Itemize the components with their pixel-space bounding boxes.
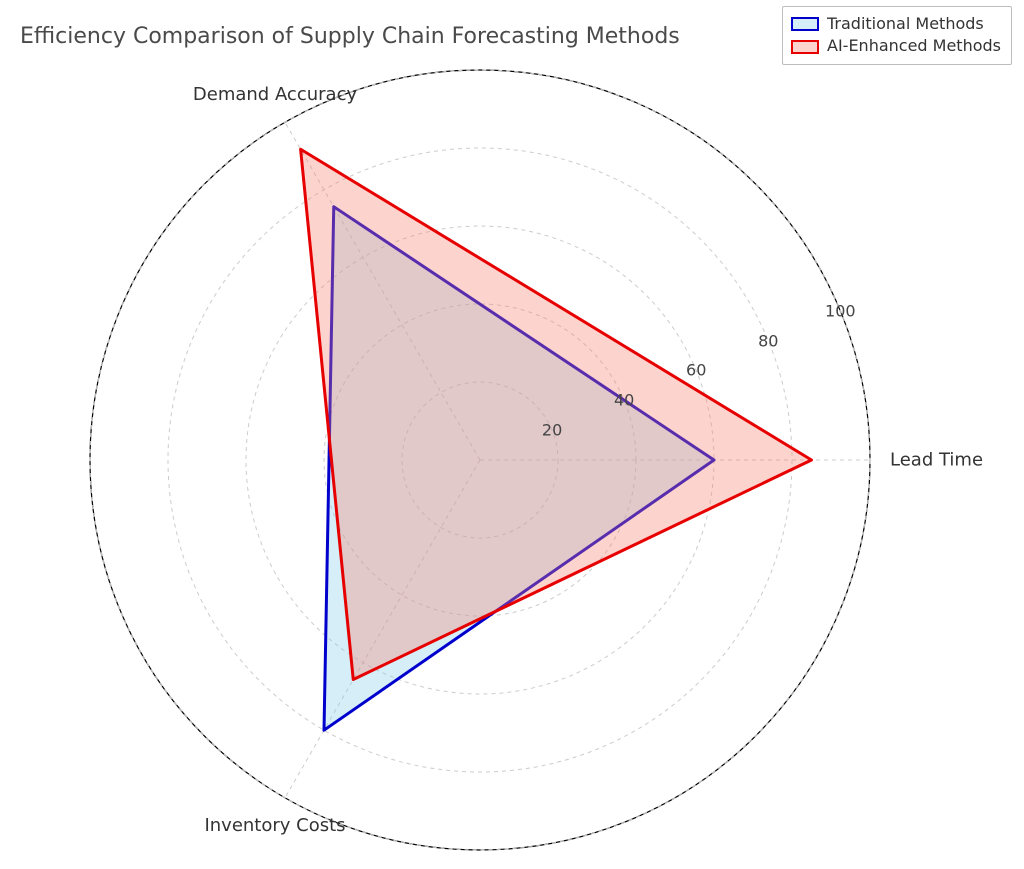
legend-label-1: AI-Enhanced Methods [827,35,1001,57]
tick-label-100: 100 [825,301,856,320]
radar-svg [0,0,1024,869]
axis-label-1: Demand Accuracy [193,84,357,105]
tick-label-40: 40 [614,391,634,410]
legend-swatch-1 [791,40,819,54]
tick-label-80: 80 [758,331,778,350]
series-1 [301,149,812,679]
axis-label-0: Lead Time [890,450,983,471]
radar-chart: Efficiency Comparison of Supply Chain Fo… [0,0,1024,869]
legend-item-1: AI-Enhanced Methods [791,35,1001,57]
axis-label-2: Inventory Costs [204,815,345,836]
legend: Traditional MethodsAI-Enhanced Methods [782,6,1012,65]
legend-swatch-0 [791,17,819,31]
tick-label-20: 20 [542,421,562,440]
legend-label-0: Traditional Methods [827,13,984,35]
legend-item-0: Traditional Methods [791,13,1001,35]
tick-label-60: 60 [686,361,706,380]
